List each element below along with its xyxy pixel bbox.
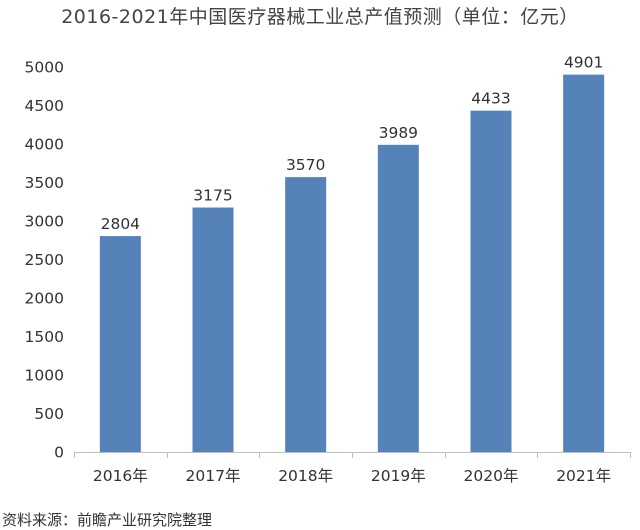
data-label: 4433 — [471, 90, 510, 108]
y-tick-label: 1500 — [25, 328, 64, 346]
bar — [470, 110, 512, 452]
y-axis: 0 500 1000 1500 2000 2500 3000 3500 4000 4500 5000 — [25, 59, 64, 462]
chart-title: 2016-2021年中国医疗器械工业总产值预测（单位：亿元） — [61, 6, 579, 28]
y-tick-label: 3000 — [25, 213, 64, 231]
y-tick-label: 4000 — [25, 136, 64, 154]
y-tick-label: 2000 — [25, 290, 64, 308]
y-tick-label: 4500 — [25, 97, 64, 115]
x-axis: 2016年 2017年 2018年 2019年 2020年 2021年 — [74, 452, 631, 485]
x-tick-label: 2021年 — [556, 467, 611, 485]
x-tick-label: 2020年 — [464, 467, 519, 485]
data-labels: 2804 3175 3570 3989 4433 4901 — [101, 54, 604, 233]
source-note: 资料来源：前瞻产业研究院整理 — [2, 511, 213, 529]
x-tick-label: 2017年 — [186, 467, 241, 485]
x-tick-label: 2019年 — [371, 467, 426, 485]
y-tick-label: 3500 — [25, 174, 64, 192]
y-tick-label: 1000 — [25, 367, 64, 385]
y-tick-label: 0 — [54, 444, 64, 462]
data-label: 3570 — [286, 156, 325, 174]
bar — [192, 207, 234, 452]
y-tick-label: 500 — [34, 405, 64, 423]
y-tick-label: 5000 — [25, 59, 64, 77]
data-label: 3989 — [379, 124, 418, 142]
bars — [99, 74, 605, 453]
data-label: 4901 — [564, 54, 603, 72]
y-tick-label: 2500 — [25, 251, 64, 269]
bar — [99, 236, 141, 452]
data-label: 2804 — [101, 215, 140, 233]
x-tick-label: 2016年 — [93, 467, 148, 485]
bar — [377, 144, 419, 453]
bar — [285, 177, 327, 453]
data-label: 3175 — [193, 187, 232, 205]
x-tick-label: 2018年 — [278, 467, 333, 485]
bar — [563, 74, 605, 453]
